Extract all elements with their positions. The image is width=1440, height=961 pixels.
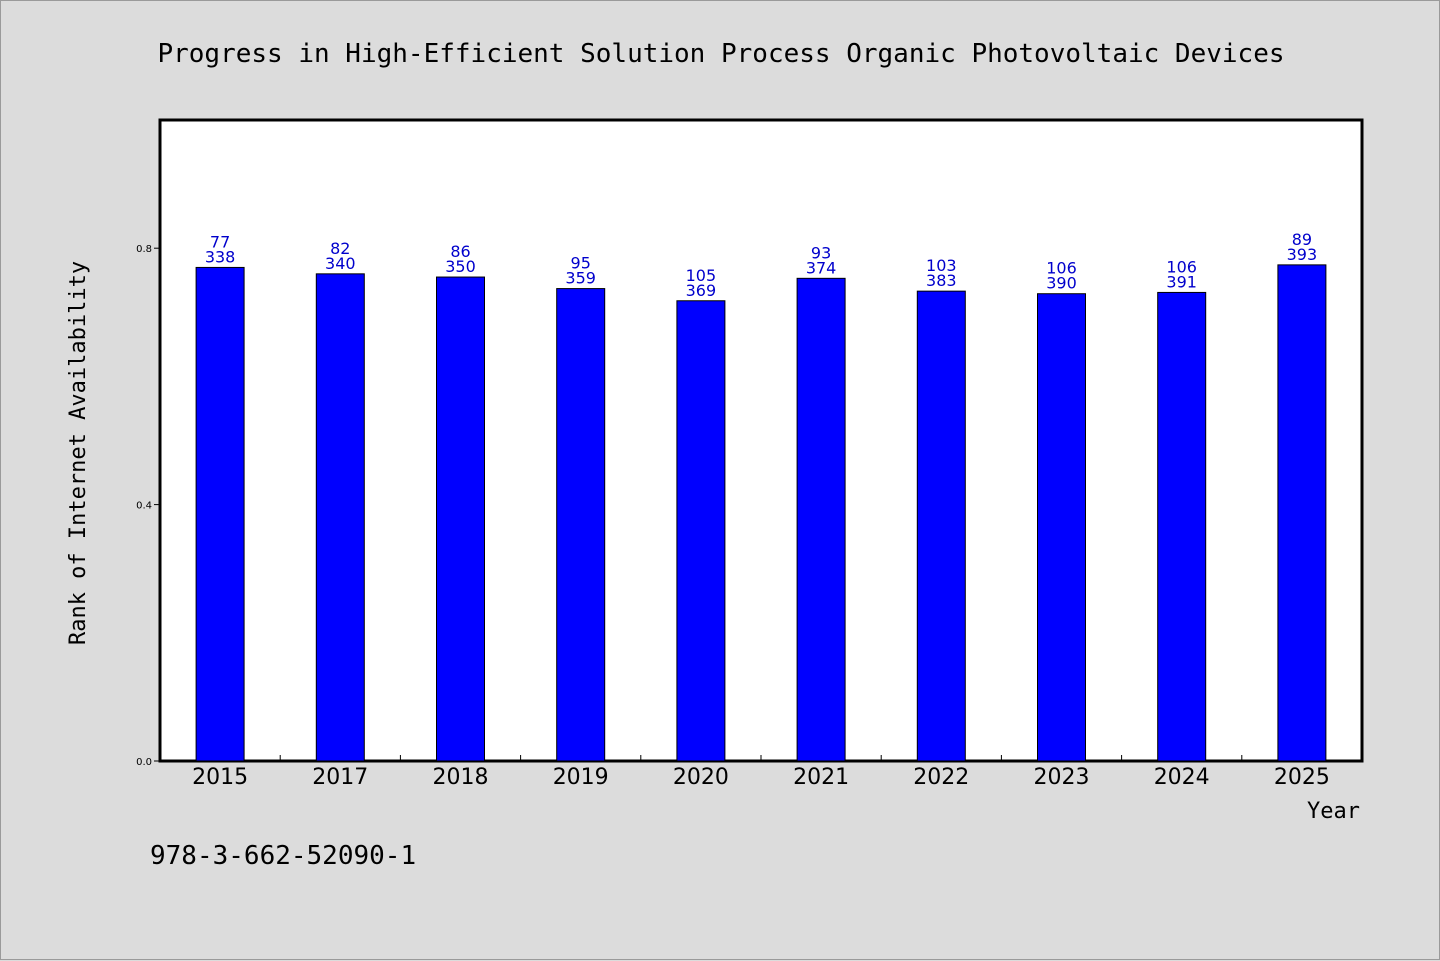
- bar: [676, 300, 726, 762]
- footnote-isbn: 978-3-662-52090-1: [150, 841, 416, 871]
- x-tick-label: 2022: [913, 765, 969, 790]
- bar-label-top: 105: [686, 266, 717, 285]
- bar-label-top: 93: [811, 243, 831, 262]
- x-tick-label: 2023: [1034, 765, 1090, 790]
- bar-label-bottom: 350: [445, 257, 476, 276]
- bar: [1277, 264, 1327, 762]
- chart-title: Progress in High-Efficient Solution Proc…: [157, 39, 1284, 69]
- bar-label-bottom: 390: [1046, 274, 1077, 293]
- bar-label-bottom: 383: [926, 271, 957, 290]
- bar: [315, 273, 365, 762]
- y-tick-label: 0.0: [136, 757, 152, 768]
- x-tick-label: 2017: [312, 765, 368, 790]
- bar-label-top: 77: [210, 232, 230, 251]
- bar-label-bottom: 338: [205, 247, 236, 266]
- x-tick-label: 2019: [553, 765, 609, 790]
- bar-label-top: 106: [1046, 259, 1077, 278]
- bar: [796, 277, 846, 762]
- bar: [195, 266, 245, 762]
- bar-label-top: 86: [450, 242, 470, 261]
- x-tick-label: 2018: [433, 765, 489, 790]
- bar-label-bottom: 359: [565, 269, 596, 288]
- y-axis: 0.0 0.4 0.8: [136, 244, 160, 768]
- bar-label-top: 95: [571, 254, 591, 273]
- bar-label-top: 89: [1292, 230, 1312, 249]
- bar: [1157, 291, 1207, 762]
- bar: [916, 290, 966, 762]
- x-tick-label: 2020: [673, 765, 729, 790]
- x-tick-label: 2021: [793, 765, 849, 790]
- x-tick-label: 2025: [1274, 765, 1330, 790]
- bar: [436, 276, 485, 762]
- x-axis-label: Year: [1307, 799, 1360, 824]
- bar-label-top: 82: [330, 239, 350, 258]
- bar-label-top: 106: [1166, 257, 1197, 276]
- bar-label-bottom: 374: [806, 258, 837, 277]
- bar-label-bottom: 369: [686, 281, 717, 300]
- y-tick-label: 0.4: [136, 501, 152, 512]
- bar: [556, 288, 606, 762]
- x-tick-label: 2015: [192, 765, 248, 790]
- bar-label-bottom: 391: [1166, 272, 1197, 291]
- bar-label-bottom: 340: [325, 254, 356, 273]
- x-tick-label: 2024: [1154, 765, 1210, 790]
- bar-series: [195, 264, 1327, 762]
- bar-label-top: 103: [926, 256, 957, 275]
- bar: [1037, 293, 1086, 762]
- y-tick-label: 0.8: [136, 244, 152, 255]
- y-axis-label: Rank of Internet Availability: [66, 261, 91, 645]
- x-axis: 2015 2017 2018 2019 2020 2021 2022 2023 2024 2025: [192, 755, 1330, 790]
- bar-label-bottom: 393: [1287, 245, 1318, 264]
